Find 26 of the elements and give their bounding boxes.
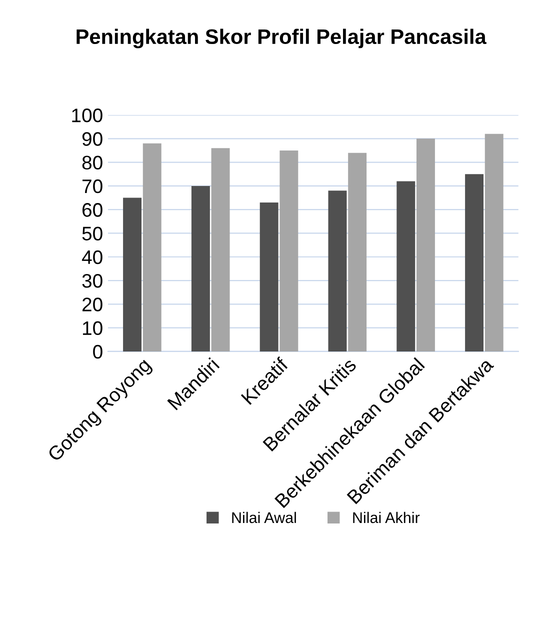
y-tick-label: 90 [82, 132, 102, 146]
y-tick-label: 0 [93, 344, 102, 359]
bar [191, 186, 210, 352]
y-tick-label: 10 [82, 321, 102, 336]
y-tick-label: 50 [82, 226, 102, 240]
bar [328, 190, 347, 352]
y-tick-label: 40 [82, 250, 102, 264]
bar [280, 150, 298, 352]
y-tick-label: 80 [82, 156, 102, 170]
bar [260, 202, 278, 352]
bar [416, 138, 435, 352]
bar [484, 134, 504, 352]
bar [211, 148, 230, 352]
y-tick-label: 100 [72, 108, 102, 122]
bar [142, 143, 162, 352]
y-tick-label: 70 [82, 179, 102, 194]
y-tick-label: 20 [82, 298, 102, 312]
bar [348, 152, 367, 352]
bar [465, 174, 484, 352]
y-tick-label: 30 [82, 274, 102, 288]
legend-label: Nilai Akhir [353, 512, 420, 524]
legend-label: Nilai Awal [232, 512, 296, 524]
bar [123, 198, 142, 352]
bar [396, 181, 416, 352]
y-tick-label: 60 [82, 203, 102, 217]
chart-title: Peningkatan Skor Profil Pelajar Pancasila [76, 28, 486, 48]
